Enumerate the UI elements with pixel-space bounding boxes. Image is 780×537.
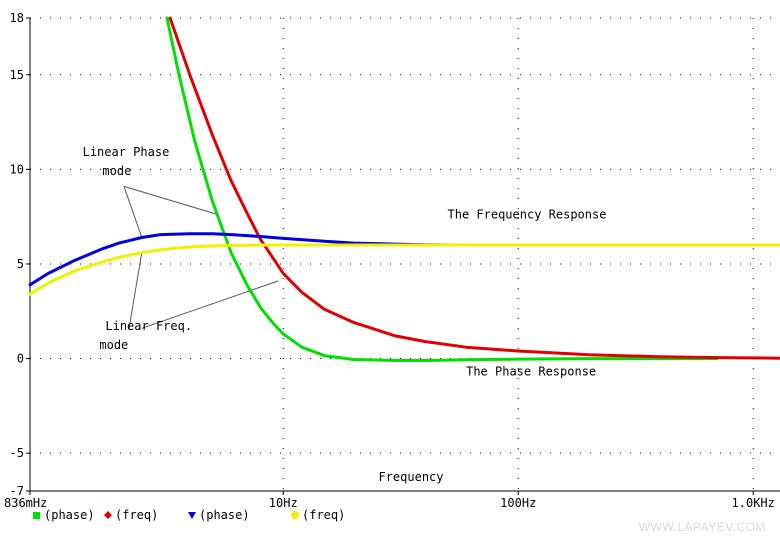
legend-marker-2	[188, 512, 196, 519]
y-tick-label-4: 0	[17, 352, 24, 366]
pointer-line-3	[128, 252, 143, 331]
y-tick-label-5: -5	[10, 446, 24, 460]
x-tick-label-2: 100Hz	[500, 496, 536, 510]
x-axis-label: Frequency	[378, 470, 443, 484]
annotation-5: The Phase Response	[466, 365, 596, 379]
legend: (phase) (freq) (phase) (freq)	[33, 508, 345, 522]
y-tick-label-6: -7	[10, 484, 24, 498]
legend-label-2: (phase)	[199, 508, 250, 522]
pointer-line-1	[123, 186, 143, 238]
annotation-1: mode	[102, 164, 131, 178]
legend-label-0: (phase)	[44, 508, 95, 522]
x-tick-label-0: 836mHz	[4, 496, 47, 510]
series-lines	[28, 16, 780, 362]
plot-frame	[29, 18, 780, 492]
legend-marker-3	[291, 511, 299, 519]
pointer-line-2	[141, 280, 279, 329]
y-tick-label-3: 5	[17, 257, 24, 271]
annotations: Linear Phase mode Linear Freq. mode The Freq…	[83, 145, 607, 378]
series-line-0	[165, 16, 719, 362]
x-tick-label-1: 10Hz	[269, 496, 298, 510]
pointer-lines	[123, 185, 279, 331]
annotation-4: The Frequency Response	[448, 208, 607, 222]
y-tick-label-1: 15	[10, 68, 24, 82]
annotation-2: Linear Freq.	[105, 319, 192, 333]
pointer-line-0	[123, 185, 219, 216]
annotation-0: Linear Phase	[83, 145, 170, 159]
y-tick-label-2: 10	[10, 162, 24, 176]
grid	[30, 17, 780, 491]
legend-marker-1	[104, 511, 112, 519]
series-line-1	[168, 16, 780, 360]
series-line-2	[28, 232, 457, 287]
series-line-3	[28, 243, 780, 296]
legend-label-3: (freq)	[302, 508, 345, 522]
x-tick-label-3: 1.0KHz	[732, 496, 775, 510]
y-ticks: 18 15 10 5 0 -5 -7	[10, 11, 30, 498]
annotation-3: mode	[99, 338, 128, 352]
legend-marker-0	[33, 512, 40, 519]
x-ticks: 836mHz 10Hz 100Hz 1.0KHz	[4, 491, 775, 510]
watermark: WWW.LAPAYEV.COM	[639, 520, 766, 534]
legend-label-1: (freq)	[115, 508, 158, 522]
y-tick-label-0: 18	[10, 11, 24, 25]
